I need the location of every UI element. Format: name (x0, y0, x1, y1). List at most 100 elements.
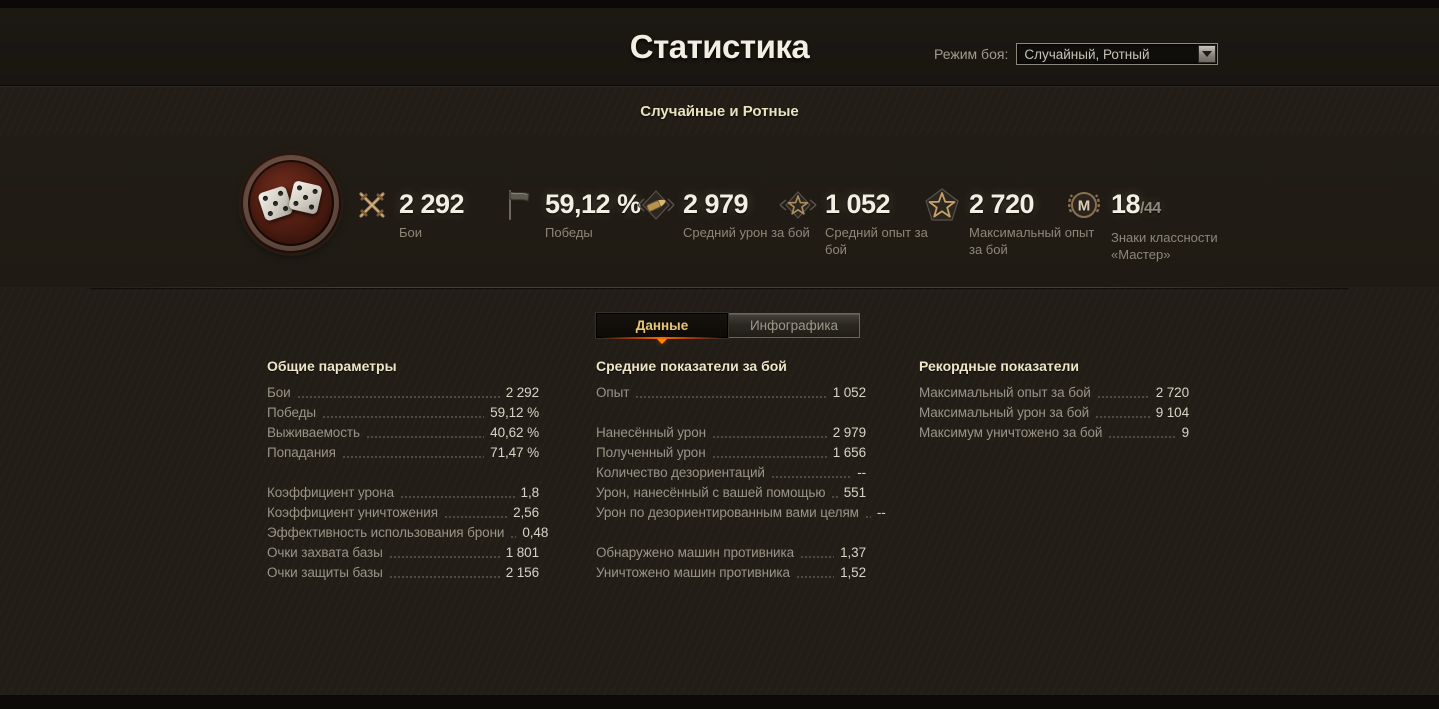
crossed-swords-icon (352, 185, 392, 225)
stat-row: Коэффициент уничтожения 2,56 (267, 503, 539, 523)
avg-xp-value: 1 052 (825, 189, 891, 219)
stat-row: Полученный урон 1 656 (596, 443, 866, 463)
column-title: Рекордные показатели (919, 358, 1080, 374)
tab-infographics[interactable]: Инфографика (728, 313, 860, 338)
column-rows: Максимальный опыт за бой 2 720 Максимальны… (919, 383, 1189, 443)
stat-label: Количество дезориентаций (596, 465, 765, 480)
stat-label: Эффективность использования брони (267, 525, 505, 540)
avg-damage-value: 2 979 (683, 189, 749, 219)
column-records: Рекордные показатели Максимальный опыт з… (919, 358, 1189, 443)
dotted-leader (388, 543, 500, 559)
stat-value: 1 656 (832, 445, 866, 460)
stat-row: Коэффициент урона 1,8 (267, 483, 539, 503)
stat-value: 40,62 % (490, 425, 539, 440)
stat-value: -- (876, 505, 886, 520)
stat-row (596, 523, 866, 543)
stat-label: Максимальный урон за бой (919, 405, 1090, 420)
stat-value: 2 979 (832, 425, 866, 440)
star-icon (922, 185, 962, 225)
chevron-down-icon[interactable] (1198, 45, 1217, 63)
view-tabs: Данные Инфографика (596, 313, 860, 344)
stat-label: Опыт (596, 385, 630, 400)
stat-value: 9 104 (1155, 405, 1189, 420)
dotted-leader (1095, 403, 1150, 419)
summary-item-battles: 2 292 Бои (352, 185, 465, 242)
stat-label: Бои (267, 385, 291, 400)
page-title: Статистика (629, 28, 810, 65)
column-title: Средние показатели за бой (596, 358, 787, 374)
stat-row: Нанесённый урон 2 979 (596, 423, 866, 443)
dotted-leader (831, 483, 838, 499)
stat-label: Коэффициент уничтожения (267, 505, 438, 520)
dotted-leader (711, 423, 827, 439)
battles-value: 2 292 (399, 189, 465, 219)
stat-row: Бои 2 292 (267, 383, 539, 403)
max-xp-label: Максимальный опыт за бой (969, 225, 1095, 257)
stat-row (267, 463, 539, 483)
mastery-value: 18/44 (1111, 189, 1161, 219)
stat-row: Очки защиты базы 2 156 (267, 563, 539, 583)
battle-mode-control: Режим боя: Случайный, Ротный (934, 43, 1219, 65)
stat-value: 1,52 (840, 565, 866, 580)
stat-value: 2 156 (505, 565, 539, 580)
dotted-leader (770, 463, 852, 479)
dotted-leader (365, 423, 485, 439)
wins-label: Победы (545, 225, 593, 240)
stat-row: Очки захвата базы 1 801 (267, 543, 539, 563)
column-rows: Опыт 1 052 Нанесённый урон 2 979 Полученный … (596, 383, 886, 583)
dotted-leader (400, 483, 515, 499)
avg-xp-label: Средний опыт за бой (825, 225, 928, 257)
column-general: Общие параметры Бои 2 292 Победы 59,12 % Выж… (267, 358, 548, 583)
stat-label: Урон, нанесённый с вашей помощью (596, 485, 826, 500)
stat-label: Полученный урон (596, 445, 706, 460)
tab-data-label: Данные (635, 318, 689, 333)
mastery-label: Знаки классности «Мастер» (1111, 230, 1218, 262)
dotted-leader (711, 443, 827, 459)
stat-label: Коэффициент урона (267, 485, 395, 500)
dotted-leader (296, 383, 500, 399)
stat-label: Максимальный опыт за бой (919, 385, 1091, 400)
stat-row: Количество дезориентаций -- (596, 463, 866, 483)
stat-row: Победы 59,12 % (267, 403, 539, 423)
stat-row: Уничтожено машин противника 1,52 (596, 563, 866, 583)
stat-label: Очки захвата базы (267, 545, 383, 560)
stat-row: Урон по дезориентированным вами целям -- (596, 503, 886, 523)
star-diamond-icon (778, 185, 818, 225)
divider (90, 287, 1349, 288)
stat-label: Обнаружено машин противника (596, 545, 795, 560)
dotted-leader (1108, 423, 1176, 439)
wins-value: 59,12 % (545, 189, 641, 219)
summary-band (0, 135, 1439, 287)
tab-infographics-label: Инфографика (749, 318, 839, 333)
dice-medallion-emblem (241, 153, 341, 253)
stat-value: 9 (1181, 425, 1190, 440)
stat-label: Максимум уничтожено за бой (919, 425, 1103, 440)
stat-label: Нанесённый урон (596, 425, 706, 440)
top-strip (0, 0, 1439, 8)
dotted-leader (388, 563, 500, 579)
dotted-leader (341, 443, 485, 459)
stat-row: Урон, нанесённый с вашей помощью 551 (596, 483, 866, 503)
dotted-leader (510, 523, 517, 539)
dotted-leader (321, 403, 485, 419)
column-title: Общие параметры (267, 358, 397, 374)
active-tab-pointer-icon (657, 339, 667, 344)
dotted-leader (795, 563, 835, 579)
stat-value: 2 720 (1155, 385, 1189, 400)
stat-row: Выживаемость 40,62 % (267, 423, 539, 443)
stat-row: Попадания 71,47 % (267, 443, 539, 463)
summary-item-mastery: M 18/44 Знаки классности «Мастер» (1064, 185, 1239, 263)
summary-item-wins: 59,12 % Победы (498, 185, 641, 242)
tab-data[interactable]: Данные (596, 313, 728, 344)
stat-value: 1 801 (505, 545, 539, 560)
summary-item-avg-xp: 1 052 Средний опыт за бой (778, 185, 953, 258)
battle-mode-select[interactable]: Случайный, Ротный (1016, 43, 1219, 65)
stat-row: Обнаружено машин противника 1,37 (596, 543, 866, 563)
stat-row: Максимальный опыт за бой 2 720 (919, 383, 1189, 403)
stat-value: 2,56 (513, 505, 539, 520)
stat-value: 1,37 (840, 545, 866, 560)
stat-value: 2 292 (505, 385, 539, 400)
stat-value: 1,8 (520, 485, 540, 500)
summary-item-avg-damage: 2 979 Средний урон за бой (636, 185, 810, 242)
